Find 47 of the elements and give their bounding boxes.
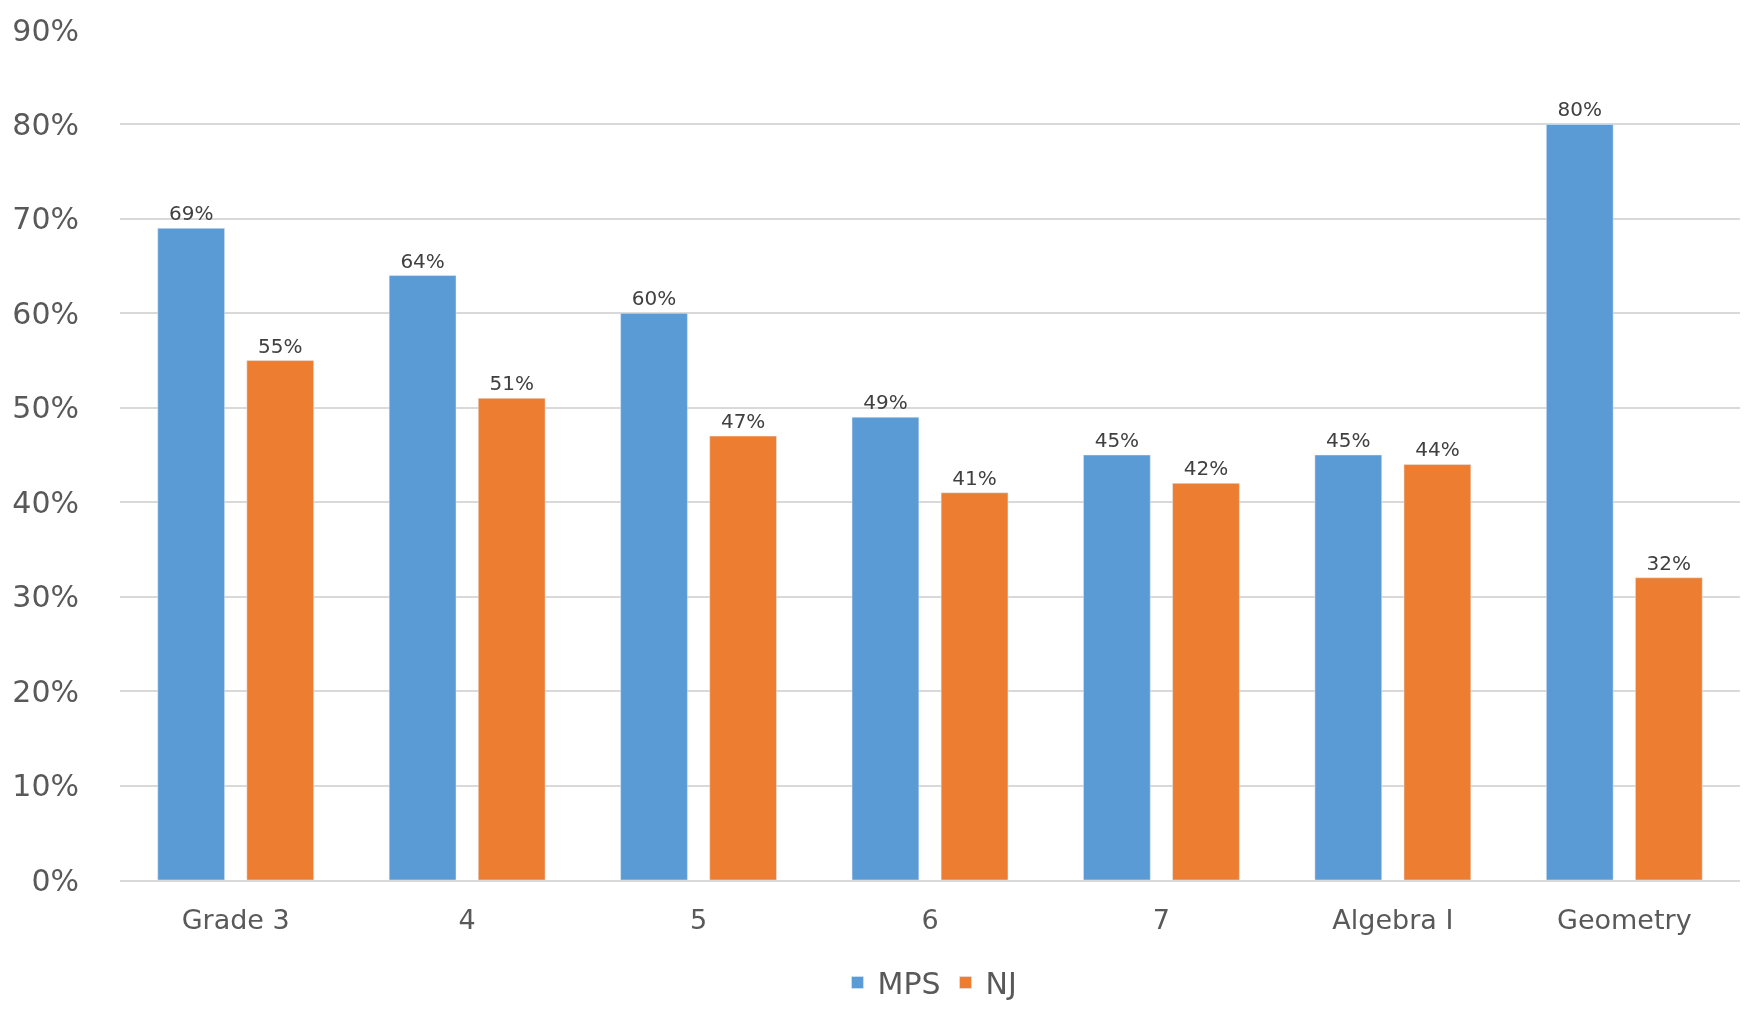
bar <box>1546 124 1614 880</box>
data-label: 69% <box>168 201 214 226</box>
data-label: 44% <box>1415 437 1460 462</box>
x-tick-label: Grade 3 <box>181 904 290 936</box>
y-tick-label: 20% <box>12 673 79 709</box>
data-label: 55% <box>258 333 303 358</box>
legend-label: MPS <box>877 966 941 1002</box>
x-tick-label: 6 <box>921 904 939 936</box>
y-tick-label: 90% <box>12 12 79 48</box>
y-tick-label: 40% <box>12 484 79 520</box>
data-label: 45% <box>1326 428 1371 452</box>
data-label: 51% <box>489 371 534 396</box>
legend-label: NJ <box>985 966 1017 1002</box>
x-tick-label: Algebra I <box>1332 904 1454 936</box>
data-label: 32% <box>1646 550 1692 575</box>
bar <box>157 228 225 880</box>
data-label: 64% <box>400 248 445 273</box>
bar <box>1635 577 1703 880</box>
y-tick-label: 10% <box>12 768 79 804</box>
bar <box>851 416 920 880</box>
bar <box>940 492 1009 880</box>
data-label: 60% <box>631 286 677 311</box>
y-tick-label: 70% <box>12 201 79 237</box>
x-tick-label: 4 <box>458 904 476 936</box>
bar <box>1314 454 1382 880</box>
bar <box>1172 483 1240 880</box>
bar <box>1083 454 1151 880</box>
y-tick-label: 60% <box>12 295 79 331</box>
y-tick-label: 0% <box>31 862 79 898</box>
bar <box>620 313 688 880</box>
bar <box>246 360 314 880</box>
bar <box>1403 464 1472 880</box>
data-label: 49% <box>863 390 908 415</box>
data-label: 42% <box>1183 456 1229 481</box>
bar <box>388 275 457 880</box>
data-label: 41% <box>952 465 997 490</box>
bar <box>709 435 777 880</box>
data-label: 80% <box>1557 97 1602 122</box>
y-tick-label: 30% <box>12 579 79 615</box>
bar <box>478 398 546 880</box>
x-tick-label: 5 <box>689 904 708 936</box>
data-label: 45% <box>1094 428 1140 452</box>
x-tick-label: Geometry <box>1556 904 1692 936</box>
y-tick-label: 50% <box>12 390 79 426</box>
data-label: 47% <box>720 409 766 434</box>
x-tick-label: 7 <box>1152 904 1171 936</box>
y-tick-label: 80% <box>12 106 79 142</box>
